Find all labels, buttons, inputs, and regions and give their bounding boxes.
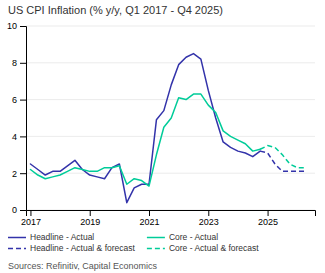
legend-item: Headline - Actual xyxy=(8,232,94,242)
grid-line xyxy=(26,99,315,100)
y-tick-label: 6 xyxy=(12,95,17,105)
y-axis: 0 2 4 6 8 10 xyxy=(7,21,27,215)
chart: US CPI Inflation (% y/y, Q1 2017 - Q4 20… xyxy=(0,0,325,273)
grid-line xyxy=(26,26,315,27)
y-tick: 10 xyxy=(7,21,26,31)
y-tick: 4 xyxy=(12,132,26,142)
legend-label: Core - Actual xyxy=(169,232,218,242)
x-axis: 2017 2019 2021 2023 2025 xyxy=(21,210,316,227)
y-tick-label: 8 xyxy=(12,58,17,68)
legend-swatch xyxy=(8,248,26,250)
x-tick: 2017 xyxy=(21,210,41,227)
y-tick-mark xyxy=(20,173,26,174)
x-tick-mark xyxy=(208,210,209,216)
legend-item: Headline - Actual & forecast xyxy=(8,243,136,253)
x-tick-label: 2021 xyxy=(139,217,159,227)
legend-swatch xyxy=(147,237,165,239)
annotation: Sources: Refinitiv, Capital Economics xyxy=(8,261,157,271)
legend-label: Core - Actual & forecast xyxy=(169,243,259,253)
legend-item: Core - Actual xyxy=(147,232,218,242)
y-tick-mark xyxy=(20,136,26,137)
series-line xyxy=(260,146,304,168)
x-tick-label: 2023 xyxy=(199,217,219,227)
x-tick-label: 2017 xyxy=(21,217,41,227)
y-tick-mark xyxy=(20,210,26,211)
y-tick-label: 10 xyxy=(7,21,17,31)
series-line xyxy=(30,54,260,203)
x-tick-mark xyxy=(268,210,269,216)
x-axis-line xyxy=(27,211,316,217)
legend-label: Headline - Actual xyxy=(30,232,94,242)
x-tick: 2021 xyxy=(139,210,159,227)
x-tick-mark xyxy=(90,210,91,216)
y-tick-label: 0 xyxy=(12,205,17,215)
title: US CPI Inflation (% y/y, Q1 2017 - Q4 20… xyxy=(8,4,223,16)
y-tick: 6 xyxy=(12,95,26,105)
grid-line xyxy=(26,136,315,137)
legend-label: Headline - Actual & forecast xyxy=(30,243,136,253)
legend: Headline - Actual Core - Actual Headline -… xyxy=(8,232,259,253)
legend-swatch xyxy=(8,237,26,239)
x-tick-label: 2019 xyxy=(80,217,100,227)
x-tick-mark xyxy=(30,210,31,216)
y-tick-label: 4 xyxy=(12,132,17,142)
lines xyxy=(30,54,304,203)
x-tick: 2019 xyxy=(80,210,100,227)
x-tick: 2025 xyxy=(258,210,278,227)
y-axis-line xyxy=(20,27,27,211)
grid-line xyxy=(26,62,315,63)
series-line xyxy=(30,94,260,186)
x-tick-mark xyxy=(149,210,150,216)
y-tick: 8 xyxy=(12,58,26,68)
grid-line xyxy=(26,173,315,174)
x-tick-label: 2025 xyxy=(258,217,278,227)
y-tick: 2 xyxy=(12,169,26,179)
legend-swatch xyxy=(147,248,165,250)
y-tick-label: 2 xyxy=(12,169,17,179)
x-tick: 2023 xyxy=(199,210,219,227)
y-tick-mark xyxy=(20,100,26,101)
grid xyxy=(26,26,315,210)
y-tick: 0 xyxy=(12,205,26,215)
legend-item: Core - Actual & forecast xyxy=(147,243,259,253)
y-tick-mark xyxy=(20,26,26,27)
y-tick-mark xyxy=(20,63,26,64)
